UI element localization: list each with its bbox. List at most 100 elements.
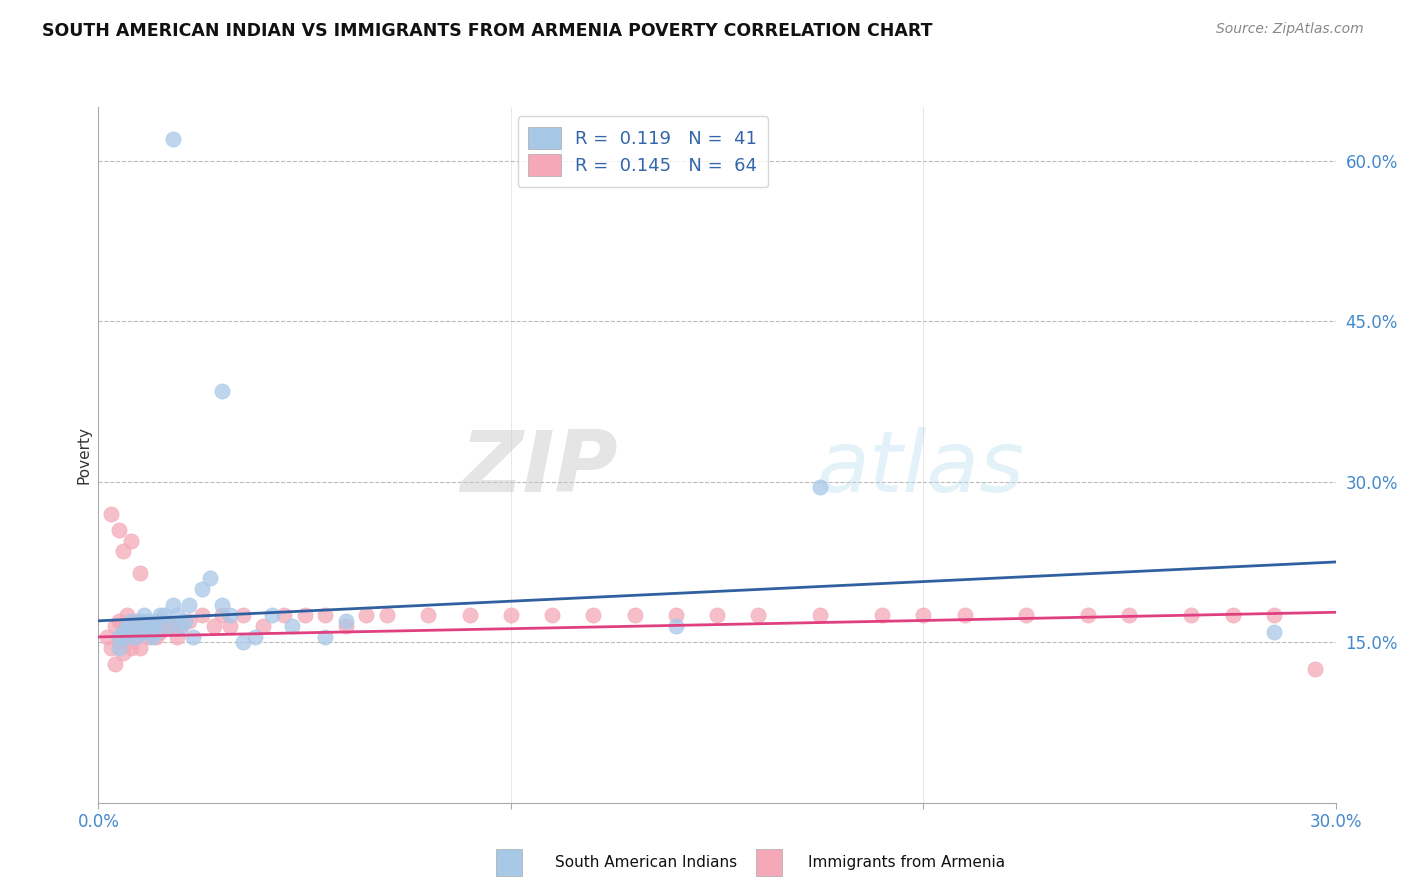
Point: [100, 640, 122, 655]
Point: [1118, 608, 1140, 623]
Point: [181, 630, 204, 644]
Point: [281, 619, 304, 633]
Point: [145, 630, 167, 644]
Point: [128, 619, 150, 633]
Point: [1015, 608, 1038, 623]
Point: [458, 608, 481, 623]
Point: [808, 480, 831, 494]
Text: Immigrants from Armenia: Immigrants from Armenia: [808, 855, 1005, 870]
Point: [232, 608, 254, 623]
Point: [1180, 608, 1202, 623]
Text: ZIP: ZIP: [460, 427, 619, 510]
Point: [1263, 624, 1285, 639]
Point: [124, 630, 146, 644]
Point: [166, 608, 188, 623]
Point: [219, 608, 242, 623]
Point: [132, 624, 155, 639]
Point: [120, 624, 142, 639]
Point: [141, 619, 163, 633]
Text: South American Indians: South American Indians: [555, 855, 738, 870]
Point: [623, 608, 645, 623]
Point: [252, 619, 274, 633]
Point: [211, 384, 233, 398]
Point: [108, 640, 131, 655]
Point: [108, 614, 131, 628]
Point: [665, 619, 688, 633]
Point: [166, 630, 188, 644]
Point: [104, 657, 127, 671]
Point: [104, 619, 127, 633]
Text: atlas: atlas: [815, 427, 1024, 510]
Point: [162, 619, 184, 633]
Point: [153, 608, 176, 623]
Point: [117, 630, 139, 644]
Point: [953, 608, 976, 623]
Point: [243, 630, 266, 644]
Point: [149, 608, 172, 623]
Point: [108, 635, 131, 649]
Point: [120, 614, 142, 628]
Point: [870, 608, 893, 623]
Point: [211, 608, 233, 623]
Point: [117, 635, 139, 649]
Point: [179, 598, 201, 612]
Point: [375, 608, 398, 623]
Point: [124, 614, 146, 628]
Point: [912, 608, 935, 623]
Point: [294, 608, 316, 623]
Point: [112, 624, 135, 639]
Y-axis label: Poverty: Poverty: [76, 425, 91, 484]
Point: [100, 507, 122, 521]
Point: [128, 566, 150, 580]
Point: [162, 132, 184, 146]
Point: [356, 608, 378, 623]
Legend: R =  0.119   N =  41, R =  0.145   N =  64: R = 0.119 N = 41, R = 0.145 N = 64: [517, 116, 768, 187]
Point: [136, 614, 159, 628]
Point: [174, 614, 197, 628]
Point: [145, 624, 167, 639]
Point: [706, 608, 728, 623]
Point: [335, 614, 357, 628]
Point: [665, 608, 688, 623]
Point: [120, 640, 142, 655]
Point: [260, 608, 283, 623]
Point: [136, 624, 159, 639]
Point: [112, 646, 135, 660]
Point: [1222, 608, 1244, 623]
Point: [153, 619, 176, 633]
Point: [96, 630, 118, 644]
Point: [1303, 662, 1326, 676]
Point: [132, 619, 155, 633]
Point: [314, 630, 336, 644]
Point: [582, 608, 605, 623]
Point: [219, 619, 242, 633]
Point: [190, 608, 212, 623]
Point: [232, 635, 254, 649]
Point: [1263, 608, 1285, 623]
Point: [132, 608, 155, 623]
Point: [170, 619, 193, 633]
Point: [211, 598, 233, 612]
Point: [747, 608, 769, 623]
Point: [128, 624, 150, 639]
Point: [335, 619, 357, 633]
Point: [541, 608, 564, 623]
Point: [808, 608, 831, 623]
Point: [145, 614, 167, 628]
Point: [157, 619, 180, 633]
Point: [112, 619, 135, 633]
Text: Source: ZipAtlas.com: Source: ZipAtlas.com: [1216, 22, 1364, 37]
Point: [141, 619, 163, 633]
Point: [124, 630, 146, 644]
Point: [314, 608, 336, 623]
Point: [108, 630, 131, 644]
Point: [1077, 608, 1099, 623]
Point: [198, 571, 221, 585]
Point: [141, 630, 163, 644]
Point: [112, 544, 135, 558]
Point: [190, 582, 212, 596]
Point: [128, 640, 150, 655]
Point: [418, 608, 440, 623]
Point: [162, 598, 184, 612]
Point: [117, 608, 139, 623]
